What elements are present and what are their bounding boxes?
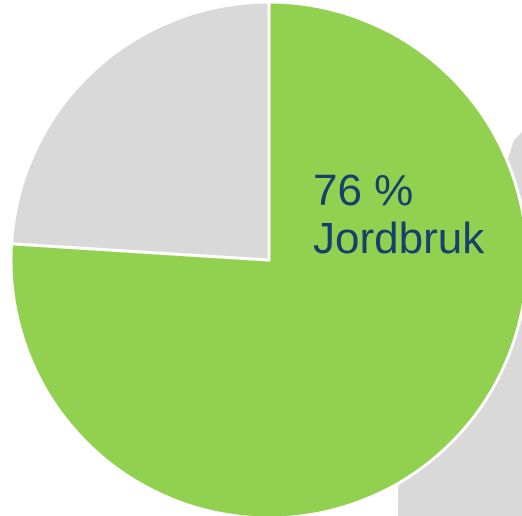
pie-slice	[9, 0, 522, 516]
category-label: Jordbruk	[313, 214, 485, 263]
pie-slice	[10, 0, 271, 262]
value-label: 76 %	[313, 166, 413, 215]
